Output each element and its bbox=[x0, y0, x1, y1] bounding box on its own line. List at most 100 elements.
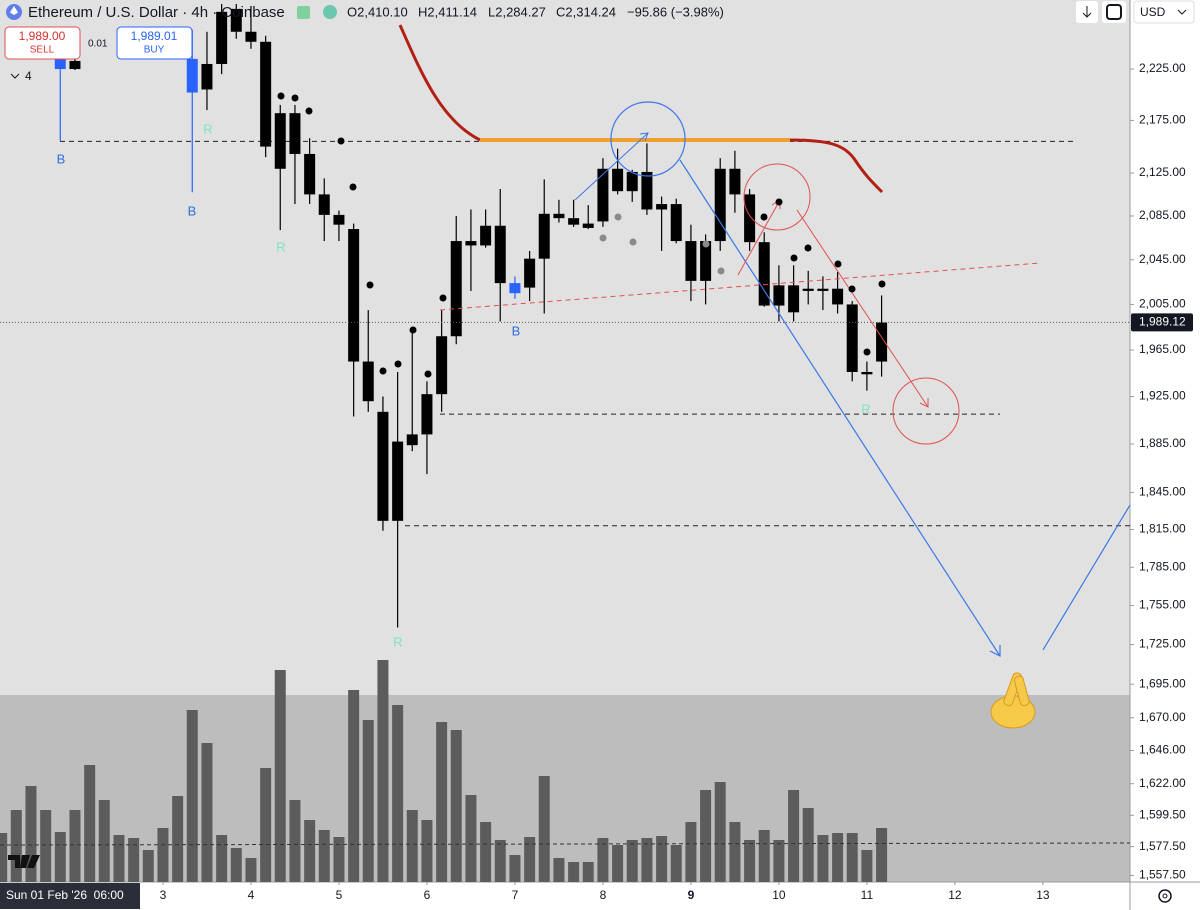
settings-icon[interactable] bbox=[1158, 889, 1172, 903]
volume-bar bbox=[406, 810, 418, 882]
candle-body bbox=[260, 41, 272, 147]
arrow bbox=[679, 159, 1001, 657]
volume-bar bbox=[861, 850, 873, 882]
signal-label: B bbox=[57, 151, 66, 166]
volume-bar bbox=[216, 835, 228, 882]
volume-bar bbox=[817, 835, 829, 882]
volume-average bbox=[0, 842, 1131, 846]
buy-price[interactable]: 1,989.01 bbox=[131, 29, 178, 43]
volume-bar bbox=[289, 800, 301, 882]
download-icon bbox=[1082, 6, 1092, 18]
candle-body bbox=[230, 8, 242, 32]
candle-body bbox=[480, 225, 492, 246]
candle-body bbox=[465, 241, 477, 246]
buy-label[interactable]: BUY bbox=[144, 45, 165, 56]
volume-bar bbox=[744, 840, 756, 882]
ohlc-low: L2,284.27 bbox=[488, 4, 546, 19]
volume-bar bbox=[553, 858, 565, 882]
candle-body bbox=[245, 31, 257, 42]
volume-bar bbox=[304, 820, 316, 882]
sell-label[interactable]: SELL bbox=[30, 45, 55, 56]
arrow bbox=[737, 199, 781, 276]
volume-bar bbox=[729, 822, 741, 882]
status-icon bbox=[297, 6, 310, 19]
volume-bar bbox=[509, 855, 521, 882]
signal-label: B bbox=[512, 323, 521, 338]
arrow bbox=[574, 132, 649, 201]
currency-button[interactable] bbox=[1133, 0, 1195, 24]
buy-button[interactable] bbox=[116, 26, 193, 60]
x-tick-label: 9 bbox=[688, 888, 695, 902]
volume-bar bbox=[758, 830, 770, 882]
volume-bar bbox=[142, 850, 154, 882]
candle-body bbox=[670, 204, 682, 242]
volume-bar bbox=[377, 660, 389, 882]
y-tick-label: 1,577.50 bbox=[1139, 839, 1186, 853]
y-tick-label: 1,557.50 bbox=[1139, 868, 1186, 882]
y-tick-label: 1,785.00 bbox=[1139, 559, 1186, 573]
arrow-head bbox=[639, 132, 649, 142]
volume-bar bbox=[641, 838, 653, 882]
sell-price[interactable]: 1,989.00 bbox=[19, 29, 66, 43]
signal-label: R bbox=[203, 121, 212, 136]
collapse-icon[interactable] bbox=[10, 73, 20, 79]
moving-average bbox=[789, 138, 884, 194]
volume-bar bbox=[230, 848, 242, 882]
candle-body bbox=[274, 113, 286, 169]
y-tick-label: 1,925.00 bbox=[1139, 389, 1186, 403]
volume-bar bbox=[113, 835, 125, 882]
x-tick-label: 7 bbox=[512, 888, 519, 902]
candle-body bbox=[509, 283, 521, 294]
candle-body bbox=[597, 168, 609, 222]
candle-body bbox=[436, 336, 448, 395]
candle-body bbox=[216, 11, 228, 64]
volume-bar bbox=[626, 840, 638, 882]
arrow bbox=[796, 209, 929, 408]
candle-body bbox=[832, 288, 844, 305]
candle-body bbox=[318, 194, 330, 215]
candle-body bbox=[861, 371, 873, 375]
volume-bar bbox=[392, 705, 404, 882]
signal-label: R bbox=[276, 239, 285, 254]
y-tick-label: 1,725.00 bbox=[1139, 637, 1186, 651]
volume-bar bbox=[700, 790, 712, 882]
tv-logo bbox=[8, 855, 40, 868]
candle-body bbox=[348, 229, 360, 362]
y-tick-label: 1,670.00 bbox=[1139, 710, 1186, 724]
signal-label: R bbox=[861, 401, 870, 416]
candle-body bbox=[304, 153, 316, 195]
symbol: Ethereum / U.S. Dollar · 4h · Coinbase bbox=[28, 4, 285, 21]
candle-body bbox=[553, 213, 565, 219]
sell-button[interactable] bbox=[4, 26, 81, 60]
status-icon bbox=[323, 5, 337, 19]
volume-bar bbox=[612, 845, 624, 882]
axes: 2,225.00 2,175.00 2,125.00 2,085.00 2,045.00… bbox=[0, 61, 1193, 909]
volume-bar bbox=[157, 828, 169, 882]
volume-bar bbox=[670, 845, 682, 882]
candle-body bbox=[421, 394, 433, 435]
x-tick-label: 11 bbox=[861, 888, 874, 902]
x-tick-label: 13 bbox=[1036, 888, 1050, 902]
candle-body bbox=[758, 242, 770, 306]
candle-body bbox=[641, 171, 653, 210]
volume-bar bbox=[568, 862, 580, 882]
volume-bar bbox=[876, 828, 888, 882]
y-tick-label: 1,815.00 bbox=[1139, 522, 1186, 536]
volume-bar bbox=[685, 822, 697, 882]
volume-bar bbox=[348, 690, 360, 882]
candle-body bbox=[729, 168, 741, 195]
volume-bar bbox=[494, 840, 506, 882]
circle bbox=[610, 101, 686, 177]
candle-body bbox=[700, 241, 712, 281]
ohlc-change: −95.86 (−3.98%) bbox=[627, 4, 724, 19]
volume-bar bbox=[421, 820, 433, 882]
volume-bar bbox=[524, 837, 536, 882]
y-tick-label: 2,045.00 bbox=[1139, 252, 1186, 266]
y-tick-label: 2,085.00 bbox=[1139, 208, 1186, 222]
dropdown-icon bbox=[1177, 9, 1187, 15]
volume-layer bbox=[0, 660, 888, 882]
volume-bar bbox=[436, 722, 448, 882]
currency[interactable]: USD bbox=[1140, 5, 1166, 19]
y-tick-label: 1,845.00 bbox=[1139, 485, 1186, 499]
volume-pane bbox=[0, 695, 1130, 882]
